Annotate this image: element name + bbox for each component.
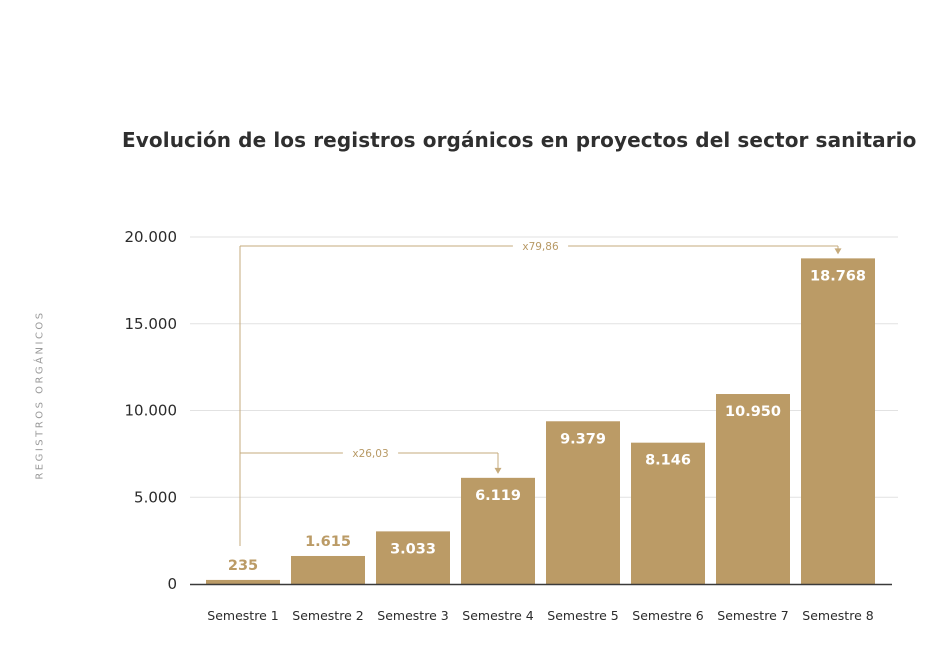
data-label: 6.119 — [475, 488, 521, 504]
annotation-arrow — [494, 467, 502, 474]
y-tick-label: 15.000 — [125, 315, 178, 333]
bar — [801, 258, 875, 584]
data-label: 235 — [228, 558, 258, 574]
x-tick-label: Semestre 8 — [802, 608, 873, 623]
data-label: 1.615 — [305, 534, 351, 550]
y-tick-label: 0 — [167, 575, 177, 593]
chart-title: Evolución de los registros orgánicos en … — [122, 128, 917, 152]
bar — [631, 442, 705, 584]
bar — [716, 394, 790, 584]
x-tick-label: Semestre 6 — [632, 608, 703, 623]
x-tick-label: Semestre 4 — [462, 608, 533, 623]
x-tick-label: Semestre 1 — [207, 608, 278, 623]
annotation-label: x79,86 — [522, 241, 559, 253]
annotation-label: x26,03 — [352, 448, 388, 460]
x-tick-label: Semestre 5 — [547, 608, 618, 623]
data-label: 18.768 — [810, 268, 866, 284]
bar — [546, 421, 620, 584]
y-tick-label: 5.000 — [134, 488, 177, 506]
x-tick-label: Semestre 7 — [717, 608, 788, 623]
bar — [376, 531, 450, 584]
bar — [291, 555, 365, 584]
data-label: 8.146 — [645, 453, 691, 469]
annotation-arrow — [834, 248, 842, 255]
x-tick-label: Semestre 2 — [292, 608, 363, 623]
x-tick-label: Semestre 3 — [377, 608, 448, 623]
data-label: 10.950 — [725, 404, 781, 420]
bar — [461, 477, 535, 584]
data-label: 3.033 — [390, 541, 436, 557]
data-label: 9.379 — [560, 431, 606, 447]
y-tick-label: 20.000 — [125, 228, 178, 246]
y-tick-label: 10.000 — [125, 402, 178, 420]
bar — [206, 579, 280, 584]
